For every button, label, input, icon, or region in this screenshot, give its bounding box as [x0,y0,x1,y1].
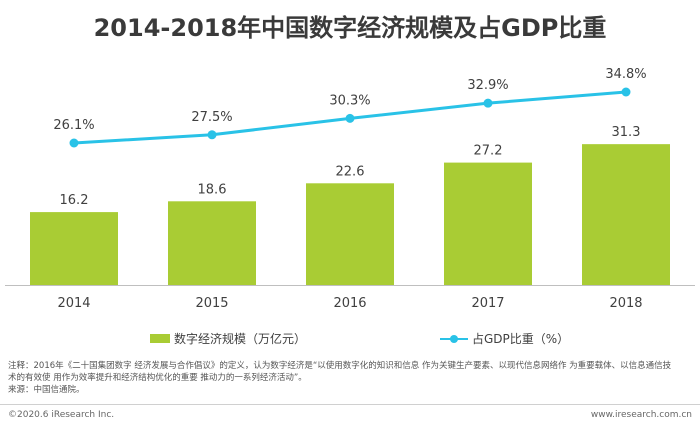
bar-value-label-2015: 18.6 [198,182,227,197]
bar-2015 [168,201,256,285]
note-block: 注释：2016年《二十国集团数字 经济发展与合作倡议》的定义，认为数字经济是“以… [8,360,692,396]
ratio-value-label-2017: 32.9% [467,78,508,93]
legend-label-ratio: 占GDP比重（%） [472,332,570,346]
bar-value-label-2016: 22.6 [336,164,365,179]
ratio-value-label-2016: 30.3% [329,93,370,108]
legend-item-ratio: 占GDP比重（%） [440,330,569,347]
legend: 数字经济规模（万亿元） 占GDP比重（%） [0,330,700,350]
ratio-value-label-2018: 34.8% [605,67,646,82]
ratio-value-label-2015: 27.5% [191,110,232,125]
bar-2018 [582,144,670,285]
bar-2017 [444,162,532,285]
legend-bar-swatch [150,334,170,343]
bar-2016 [306,183,394,285]
legend-item-scale: 数字经济规模（万亿元） [150,330,306,347]
bar-value-label-2014: 16.2 [60,193,89,208]
note-source: 来源：中国信通院。 [8,385,85,395]
legend-line-swatch [440,334,468,344]
ratio-point-2014 [69,138,79,148]
ratio-point-2015 [207,130,217,140]
note-line-2: 术的有效使 用作为效率提升和经济结构优化的重要 推动力的一系列经济活动”。 [8,373,307,383]
ratio-point-2017 [483,98,493,108]
footer-copyright: ©2020.6 iResearch Inc. [8,410,115,420]
footer-website[interactable]: www.iresearch.com.cn [590,410,692,420]
bar-value-label-2017: 27.2 [474,144,503,159]
ratio-point-2016 [345,113,355,123]
x-tick-label-2015: 2015 [195,296,228,311]
x-tick-label-2018: 2018 [609,296,642,311]
note-line-1: 注释：2016年《二十国集团数字 经济发展与合作倡议》的定义，认为数字经济是“以… [8,361,672,371]
legend-label-scale: 数字经济规模（万亿元） [174,332,307,346]
ratio-point-2018 [621,87,631,97]
bar-2014 [30,212,118,285]
x-tick-label-2017: 2017 [471,296,504,311]
footer-divider [0,404,700,405]
ratio-value-label-2014: 26.1% [53,118,94,133]
combo-chart: 16.2 18.6 22.6 27.2 31.3 2014 2015 2016 2017 2018… [5,67,695,311]
bar-value-label-2018: 31.3 [612,125,641,140]
chart-title: 2014-2018年中国数字经济规模及占GDP比重 [93,14,607,42]
x-tick-label-2016: 2016 [333,296,366,311]
x-tick-label-2014: 2014 [57,296,90,311]
